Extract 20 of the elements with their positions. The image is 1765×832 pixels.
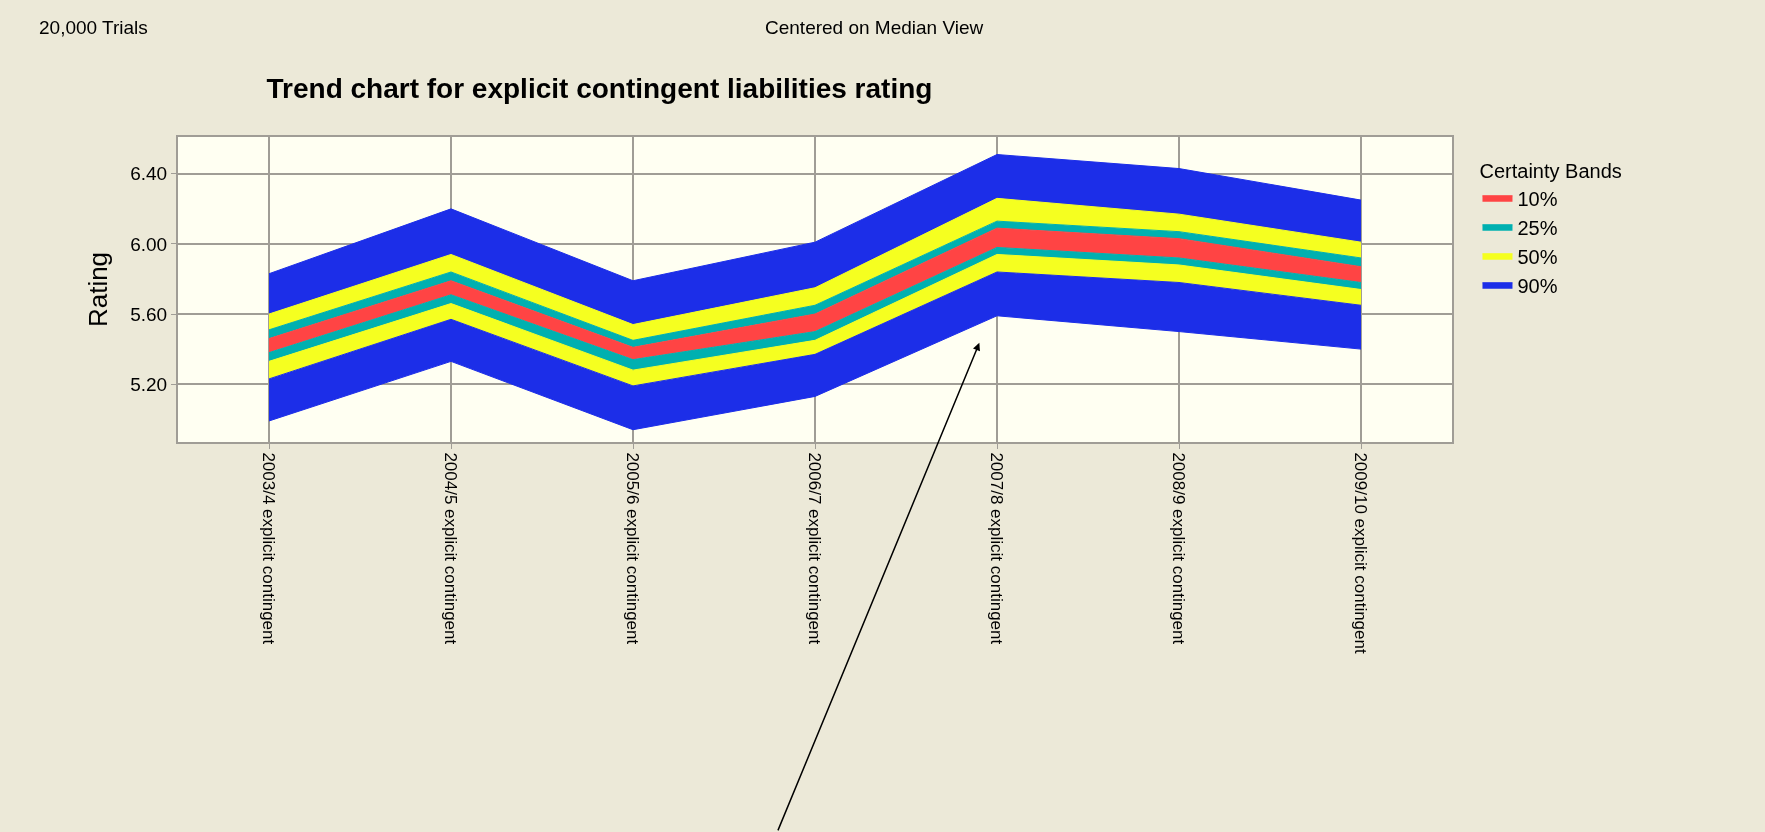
text: 20,000 Trials — [39, 17, 148, 38]
legend-label: 10% — [1517, 187, 1558, 210]
x-tick-label: 2004/5 explicit contingent — [441, 452, 461, 645]
x-tick-label: 2008/9 explicit contingent — [1169, 452, 1189, 645]
x-tick-label: 2007/8 explicit contingent — [987, 452, 1007, 645]
x-tick-label: 2005/6 explicit contingent — [623, 452, 643, 645]
legend-label: 90% — [1517, 274, 1558, 297]
y-tick-label: 6.00 — [130, 233, 168, 255]
y-axis-title: Rating — [83, 251, 114, 328]
y-tick-label: 5.60 — [130, 303, 168, 325]
legend-label: 25% — [1517, 216, 1558, 239]
text: Centered on Median View — [765, 17, 984, 38]
x-tick-label: 2003/4 explicit contingent — [259, 452, 279, 645]
x-tick-label: 2009/10 explicit contingent — [1351, 452, 1371, 654]
x-tick-label: 2006/7 explicit contingent — [805, 452, 825, 645]
legend-label: 50% — [1517, 245, 1558, 268]
y-tick-label: 5.20 — [130, 373, 168, 395]
legend-title: Certainty Bands — [1479, 160, 1622, 183]
y-tick-label: 6.40 — [130, 163, 168, 185]
chart-title: Trend chart for explicit contingent liabilities rating — [266, 72, 933, 104]
